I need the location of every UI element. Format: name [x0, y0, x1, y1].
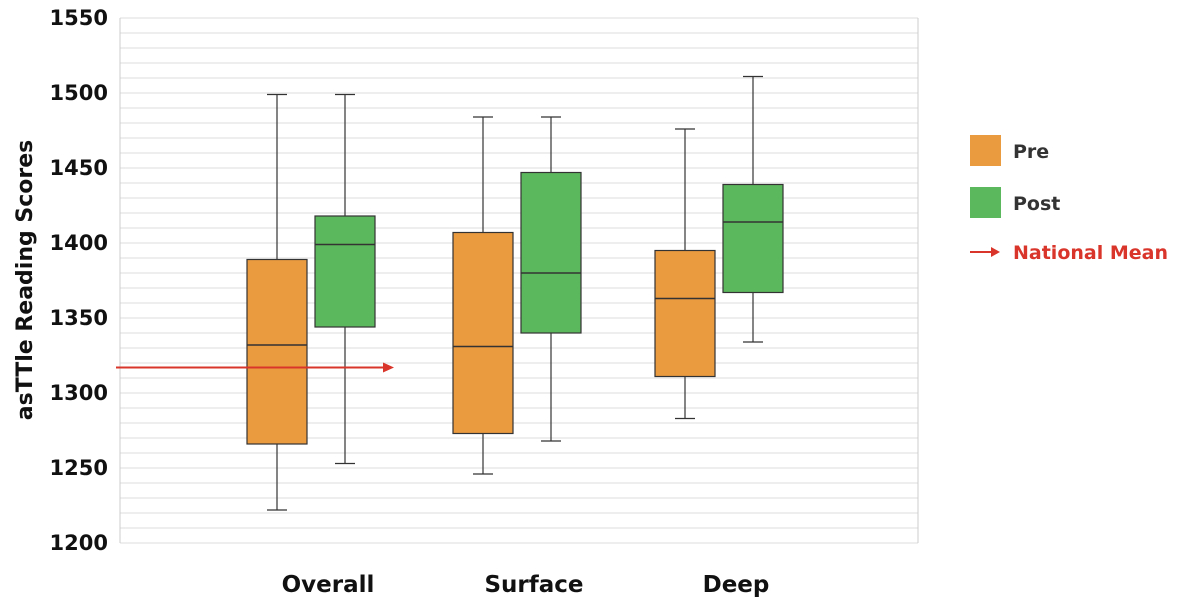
y-tick-label: 1200: [50, 531, 108, 555]
y-axis-label: asTTle Reading Scores: [13, 140, 38, 421]
legend-label-pre: Pre: [1013, 141, 1049, 163]
box-post-deep: [722, 75, 784, 343]
legend-swatch-post: [970, 187, 1001, 218]
box-series: [246, 75, 784, 511]
arrow-right-icon: [991, 247, 1000, 257]
box-iqr: [452, 231, 514, 435]
box-pre-deep: [654, 128, 716, 420]
legend-label-post: Post: [1013, 193, 1060, 215]
legend-swatch-pre: [970, 135, 1001, 166]
box-pre-surface: [452, 116, 514, 475]
legend: Pre Post National Mean: [970, 135, 1168, 264]
y-tick-label: 1350: [50, 306, 108, 330]
x-axis-categories: Overall Surface Deep: [282, 572, 770, 598]
y-tick-label: 1250: [50, 456, 108, 480]
x-category-label: Surface: [484, 572, 583, 598]
y-axis-ticks: 1200 1250 1300 1350 1400 1450 1500 1550: [50, 6, 108, 555]
national-mean-line: [116, 362, 394, 373]
x-category-label: Overall: [282, 572, 375, 598]
box-iqr: [246, 258, 308, 445]
x-category-label: Deep: [703, 572, 770, 598]
box-iqr: [722, 183, 784, 294]
arrow-head-icon: [383, 362, 394, 373]
y-tick-label: 1400: [50, 231, 108, 255]
y-tick-label: 1500: [50, 81, 108, 105]
box-iqr: [314, 215, 376, 328]
box-pre-overall: [246, 93, 308, 511]
gridlines: [119, 17, 919, 544]
y-tick-label: 1300: [50, 381, 108, 405]
box-iqr: [520, 171, 582, 334]
box-post-overall: [314, 93, 376, 465]
legend-label-national-mean: National Mean: [1013, 242, 1168, 264]
y-tick-label: 1450: [50, 156, 108, 180]
box-iqr: [654, 249, 716, 378]
y-tick-label: 1550: [50, 6, 108, 30]
box-post-surface: [520, 116, 582, 442]
